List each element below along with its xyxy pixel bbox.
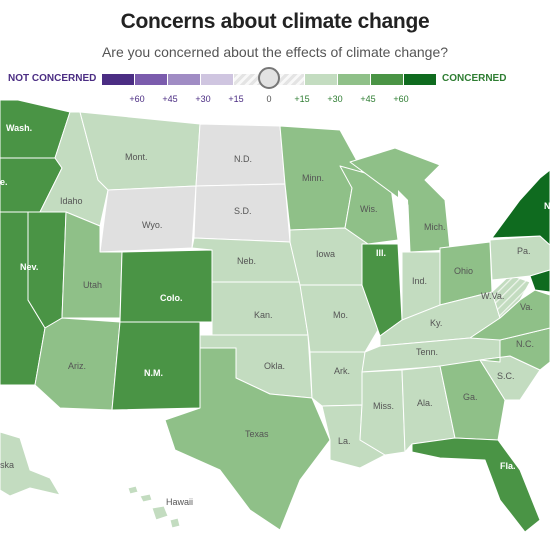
state-florida[interactable] [411, 437, 541, 533]
legend-swatch-not-45 [135, 74, 167, 85]
state-label: e. [0, 177, 8, 187]
state-label: Mont. [125, 152, 148, 162]
map-subtitle: Are you concerned about the effects of c… [101, 44, 449, 60]
legend-swatch-not-60 [102, 74, 134, 85]
state-alaska[interactable] [0, 431, 61, 497]
state-label: Pa. [517, 246, 531, 256]
state-texas[interactable] [164, 347, 331, 531]
state-new-york[interactable] [491, 169, 550, 246]
state-mississippi[interactable] [359, 369, 406, 456]
legend-swatch-concerned-60 [404, 74, 436, 85]
legend-tick: +45 [162, 94, 178, 104]
state-label: Neb. [237, 256, 256, 266]
state-maryland[interactable] [529, 269, 550, 293]
state-label: N.C. [516, 339, 534, 349]
lake-michigan [398, 190, 410, 252]
legend-swatch-concerned-30 [338, 74, 370, 85]
state-label: Colo. [160, 293, 183, 303]
state-label: Ark. [334, 366, 350, 376]
legend-tick: 0 [266, 94, 272, 104]
state-label: N.M. [144, 368, 163, 378]
state-label: Mich. [424, 222, 446, 232]
state-label: N [544, 201, 550, 211]
state-label: Ky. [430, 318, 442, 328]
legend-tick: +15 [294, 94, 310, 104]
state-label: S.C. [497, 371, 515, 381]
state-arkansas[interactable] [309, 351, 366, 407]
legend-neutral-marker [258, 67, 280, 89]
state-new-mexico[interactable] [111, 321, 201, 411]
state-label: Wash. [6, 123, 32, 133]
legend-swatch-not-15 [201, 74, 233, 85]
state-label: Fla. [500, 461, 516, 471]
state-label: Utah [83, 280, 102, 290]
state-georgia[interactable] [439, 359, 506, 441]
state-label: Hawaii [166, 497, 193, 507]
state-label: Ill. [376, 248, 386, 258]
legend-swatch-concerned-45 [371, 74, 403, 85]
state-label: Nev. [20, 262, 38, 272]
state-colorado[interactable] [119, 249, 213, 323]
state-label: W.Va. [481, 291, 504, 301]
legend-tick: +60 [129, 94, 145, 104]
state-label: Ariz. [68, 361, 86, 371]
legend-swatch-not-30 [168, 74, 200, 85]
state-label: La. [338, 436, 351, 446]
state-label: Wis. [360, 204, 378, 214]
legend-tick: +30 [195, 94, 211, 104]
legend-tick: +60 [393, 94, 409, 104]
state-label: S.D. [234, 206, 252, 216]
state-label: Kan. [254, 310, 273, 320]
state-label: Mo. [333, 310, 348, 320]
state-label: Idaho [60, 196, 83, 206]
state-label: Ga. [463, 392, 478, 402]
state-kansas[interactable] [211, 281, 309, 336]
map-title: Concerns about climate change [120, 10, 430, 33]
state-montana[interactable] [79, 111, 201, 191]
state-label: Ohio [454, 266, 473, 276]
legend-concerned-label: CONCERNED [442, 73, 507, 84]
state-wyoming[interactable] [99, 185, 197, 253]
state-label: N.D. [234, 154, 252, 164]
state-label: ska [0, 460, 14, 470]
state-hawaii[interactable] [127, 485, 181, 529]
legend-swatch-concerned-15 [305, 74, 337, 85]
state-label: Va. [520, 302, 533, 312]
state-north-carolina[interactable] [479, 327, 550, 371]
state-label: Iowa [316, 249, 335, 259]
state-label: Ind. [412, 276, 427, 286]
legend-tick: +15 [228, 94, 244, 104]
legend-not-concerned-label: NOT CONCERNED [8, 73, 97, 84]
state-label: Texas [245, 429, 269, 439]
state-label: Minn. [302, 173, 324, 183]
state-label: Ala. [417, 398, 433, 408]
state-label: Miss. [373, 401, 394, 411]
legend-tick: +30 [327, 94, 343, 104]
state-label: Okla. [264, 361, 285, 371]
state-label: Wyo. [142, 220, 162, 230]
state-label: Tenn. [416, 347, 438, 357]
legend-tick: +45 [360, 94, 376, 104]
